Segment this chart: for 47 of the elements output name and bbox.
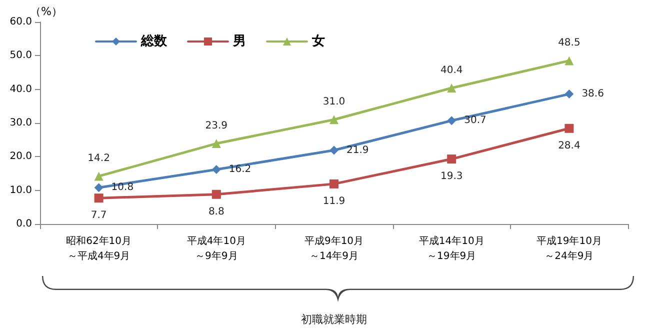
point — [564, 124, 574, 133]
point — [212, 190, 221, 199]
data-label: 30.7 — [464, 115, 486, 126]
point — [212, 139, 221, 148]
point — [330, 115, 338, 124]
point — [447, 154, 456, 164]
y-tick-label: 30.0 — [10, 118, 32, 128]
legend-label: 男 — [232, 34, 246, 49]
point — [212, 164, 221, 174]
data-label: 28.4 — [558, 140, 580, 152]
x-tick-label: 昭和62年10月～平成4年9月 — [66, 235, 132, 262]
data-label: 21.9 — [346, 144, 369, 156]
point — [447, 83, 456, 92]
y-tick-label: 10.0 — [10, 184, 32, 196]
data-label: 14.2 — [88, 153, 110, 164]
data-label: 7.7 — [90, 210, 107, 222]
data-label: 31.0 — [322, 96, 346, 108]
y-tick-label: 60.0 — [10, 16, 32, 28]
point — [330, 179, 338, 188]
y-tick-label: 20.0 — [10, 151, 32, 162]
x-axis-title: 初職就業時期 — [301, 313, 367, 326]
x-tick-label: 平成4年10月～9年9月 — [186, 235, 246, 262]
data-label: 48.5 — [558, 38, 580, 49]
legend-label: 女 — [311, 34, 325, 49]
data-label: 8.8 — [208, 206, 224, 218]
y-tick-label: 50.0 — [10, 50, 32, 62]
point — [564, 56, 574, 66]
data-label: 23.9 — [205, 120, 228, 132]
data-label: 11.9 — [322, 196, 346, 207]
point — [564, 90, 574, 99]
point — [94, 183, 104, 192]
y-tick-label: 40.0 — [10, 84, 32, 95]
data-label: 19.3 — [440, 171, 463, 182]
legend-label: 総数 — [140, 34, 168, 49]
data-label: 38.6 — [582, 88, 604, 100]
y-axis-title: （%） — [30, 5, 62, 18]
x-tick-label: 平成9年10月～14年9月 — [304, 235, 364, 262]
x-tick-label: 平成19年10月～24年9月 — [536, 235, 602, 262]
data-label: 16.2 — [228, 164, 252, 175]
x-tick-label: 平成14年10月～19年9月 — [418, 235, 484, 262]
point — [94, 194, 104, 203]
point — [447, 116, 456, 126]
data-label: 10.8 — [111, 182, 134, 194]
point — [94, 172, 104, 181]
point — [330, 146, 338, 155]
y-tick-label: 0.0 — [16, 218, 32, 230]
data-label: 40.4 — [440, 64, 463, 76]
